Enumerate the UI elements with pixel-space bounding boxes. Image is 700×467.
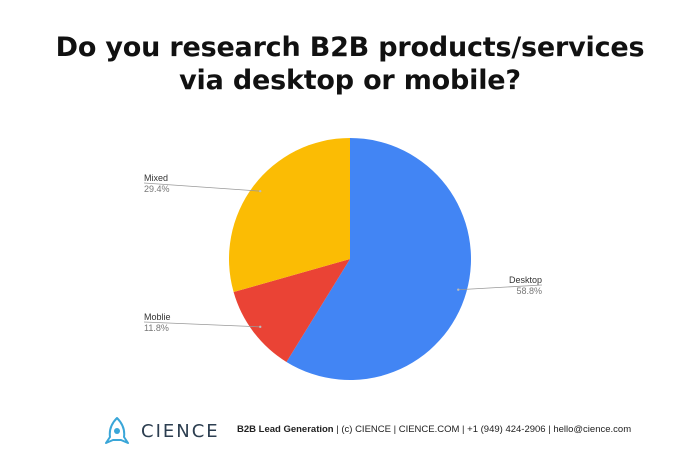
slice-value-moblie: 11.8% [144,323,169,333]
chart-title-line-1: Do you research B2B products/services [55,32,645,63]
chart-title: Do you research B2B products/services vi… [0,31,700,97]
rocket-icon [105,417,129,444]
pie-slice-desktop [286,138,471,380]
leader-line-moblie [143,321,261,328]
footer-info: B2B Lead Generation | (c) CIENCE | CIENC… [237,424,631,435]
pie-slices [229,137,471,380]
footer-contact: | (c) CIENCE | CIENCE.COM | +1 (949) 424… [333,424,632,435]
chart-title-line-2: via desktop or mobile? [179,65,521,96]
pie-slice-moblie [233,259,350,362]
slice-label-moblie: Moblie [144,312,171,322]
leader-line-desktop [458,284,543,291]
footer-logo: CIENCE [104,416,220,446]
leader-lines [143,182,543,329]
leader-dot-mixed [259,189,262,193]
leader-dot-moblie [259,325,262,329]
pie-slice-mixed [229,137,350,293]
slice-value-desktop: 58.8% [516,286,542,296]
leader-dot-desktop [457,288,460,291]
slice-label-desktop: Desktop [509,275,542,285]
footer-tagline: B2B Lead Generation [237,424,334,435]
slice-label-mixed: Mixed [144,173,168,183]
leader-line-mixed [143,182,261,192]
logo-text: CIENCE [141,420,220,442]
slice-value-mixed: 29.4% [144,184,170,194]
